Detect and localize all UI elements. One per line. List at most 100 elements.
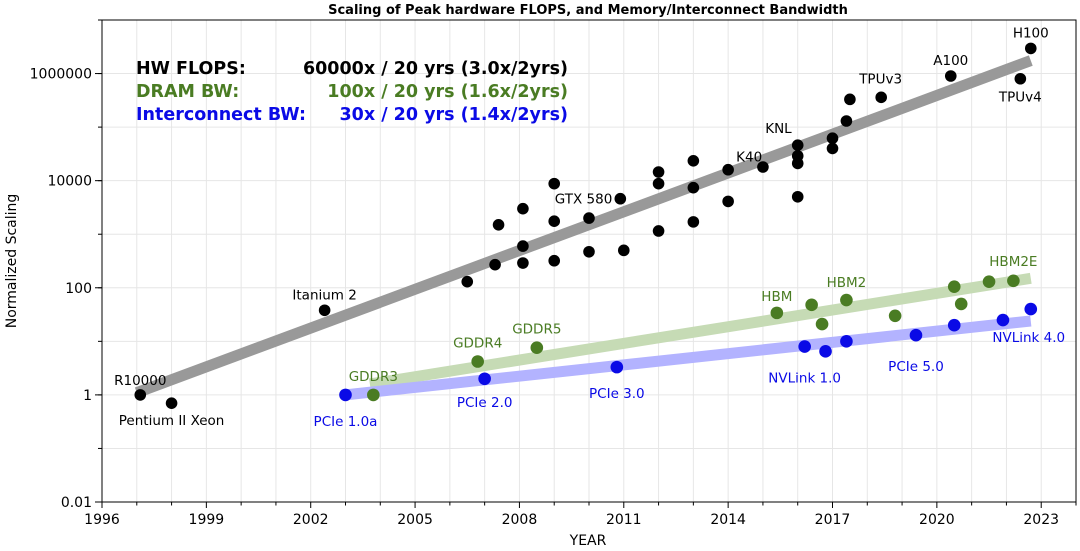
interconnect-point <box>1024 302 1038 316</box>
flops-point-label: KNL <box>765 121 792 137</box>
flops-point <box>548 254 561 267</box>
x-tick-label: 1999 <box>189 512 225 528</box>
dram-point <box>530 341 544 355</box>
flops-point-label: K40 <box>736 150 762 166</box>
flops-point-label: Pentium II Xeon <box>119 413 225 429</box>
flops-point <box>687 216 700 228</box>
x-tick-label: 2005 <box>397 512 433 528</box>
flops-point-label: R10000 <box>114 373 166 389</box>
flops-point-label: GTX 580 <box>555 192 613 208</box>
dram-point <box>954 297 968 311</box>
flops-point <box>548 177 561 190</box>
y-tick-label: 10000 <box>47 174 92 190</box>
y-axis-label: Normalized Scaling <box>4 194 20 329</box>
interconnect-point <box>819 345 832 358</box>
flops-point <box>791 190 804 203</box>
y-tick-label: 0.01 <box>61 495 92 511</box>
flops-point <box>840 115 853 127</box>
dram-point <box>888 309 902 323</box>
summary-interconnect-label: Interconnect BW: <box>136 105 306 125</box>
flops-point <box>461 275 474 288</box>
interconnect-point-label: PCIe 3.0 <box>589 386 645 402</box>
flops-point <box>1024 42 1037 55</box>
flops-point <box>517 257 529 269</box>
flops-point <box>134 389 147 401</box>
interconnect-point <box>996 313 1010 327</box>
flops-point <box>318 304 331 317</box>
flops-point-label: A100 <box>933 53 968 69</box>
flops-point-label: Itanium 2 <box>292 287 356 303</box>
dram-point <box>982 275 996 288</box>
flops-point <box>844 93 856 106</box>
flops-point <box>875 91 887 104</box>
dram-point-label: HBM2 <box>827 275 867 291</box>
flops-point <box>722 163 734 176</box>
interconnect-point <box>478 372 491 386</box>
x-tick-label: 2023 <box>1023 512 1059 528</box>
flops-point-label: TPUv4 <box>998 90 1042 106</box>
summary-dram-label: DRAM BW: <box>136 82 239 102</box>
chart-title: Scaling of Peak hardware FLOPS, and Memo… <box>328 3 848 18</box>
dram-point <box>815 317 829 331</box>
dram-point-label: HBM2E <box>989 254 1037 270</box>
dram-point <box>1007 274 1020 288</box>
dram-point <box>840 293 853 307</box>
summary-interconnect-value: 30x / 20 yrs (1.4x/2yrs) <box>339 105 568 125</box>
dram-point <box>367 388 380 402</box>
flops-point <box>489 258 501 271</box>
dram-point-label: HBM <box>761 289 792 305</box>
x-tick-label: 2014 <box>710 512 746 528</box>
y-tick-label: 1000000 <box>30 67 92 83</box>
dram-point-label: GDDR4 <box>453 336 502 352</box>
flops-point <box>652 225 665 237</box>
interconnect-point-label: PCIe 1.0a <box>314 414 378 430</box>
flops-point <box>826 142 839 155</box>
interconnect-point-label: NVLink 4.0 <box>992 330 1065 346</box>
dram-point <box>770 306 784 320</box>
interconnect-point-label: NVLink 1.0 <box>768 371 841 387</box>
flops-point <box>583 212 595 224</box>
flops-point <box>617 244 630 257</box>
dram-point <box>805 298 818 312</box>
flops-point <box>687 181 700 194</box>
x-tick-label: 1996 <box>84 512 120 528</box>
x-axis-label: YEAR <box>569 533 607 549</box>
x-tick-label: 2017 <box>815 512 851 528</box>
dram-point-label: GDDR3 <box>349 369 398 385</box>
flops-point <box>826 132 839 145</box>
interconnect-point <box>947 318 961 332</box>
summary-legend: HW FLOPS: 60000x / 20 yrs (3.0x/2yrs) DR… <box>136 59 568 125</box>
summary-flops-label: HW FLOPS: <box>136 59 246 79</box>
flops-point <box>548 215 561 228</box>
interconnect-point <box>610 360 624 374</box>
flops-point <box>1014 72 1027 85</box>
flops-point <box>517 202 529 215</box>
summary-dram-value: 100x / 20 yrs (1.6x/2yrs) <box>327 82 568 102</box>
axes: 1996 1999 2002 2005 2008 2011 2014 2017 2020 2023… <box>30 19 1077 528</box>
flops-point <box>687 154 700 167</box>
flops-point <box>944 70 957 82</box>
flops-point-label: H100 <box>1013 25 1049 41</box>
interconnect-point-label: PCIe 2.0 <box>457 395 513 411</box>
data-points <box>134 42 1038 409</box>
interconnect-point <box>339 388 352 402</box>
point-labels: R10000 Pentium II Xeon Itanium 2 GTX 580 K40… <box>114 25 1065 429</box>
x-tick-label: 2002 <box>293 512 329 528</box>
flops-point <box>492 218 505 231</box>
dram-point <box>471 355 484 368</box>
y-tick-label: 1 <box>83 388 92 404</box>
flops-point <box>791 139 804 151</box>
flops-point <box>757 161 769 173</box>
flops-point <box>791 150 804 162</box>
flops-point <box>165 397 178 409</box>
flops-point <box>583 245 595 258</box>
x-tick-label: 2020 <box>919 512 955 528</box>
x-tick-label: 2011 <box>606 512 642 528</box>
summary-flops-value: 60000x / 20 yrs (3.0x/2yrs) <box>303 59 568 79</box>
flops-point <box>652 177 665 190</box>
interconnect-point <box>798 340 811 353</box>
flops-point <box>614 192 627 205</box>
flops-point-label: TPUv3 <box>858 71 902 87</box>
interconnect-point-label: PCIe 5.0 <box>888 359 944 375</box>
